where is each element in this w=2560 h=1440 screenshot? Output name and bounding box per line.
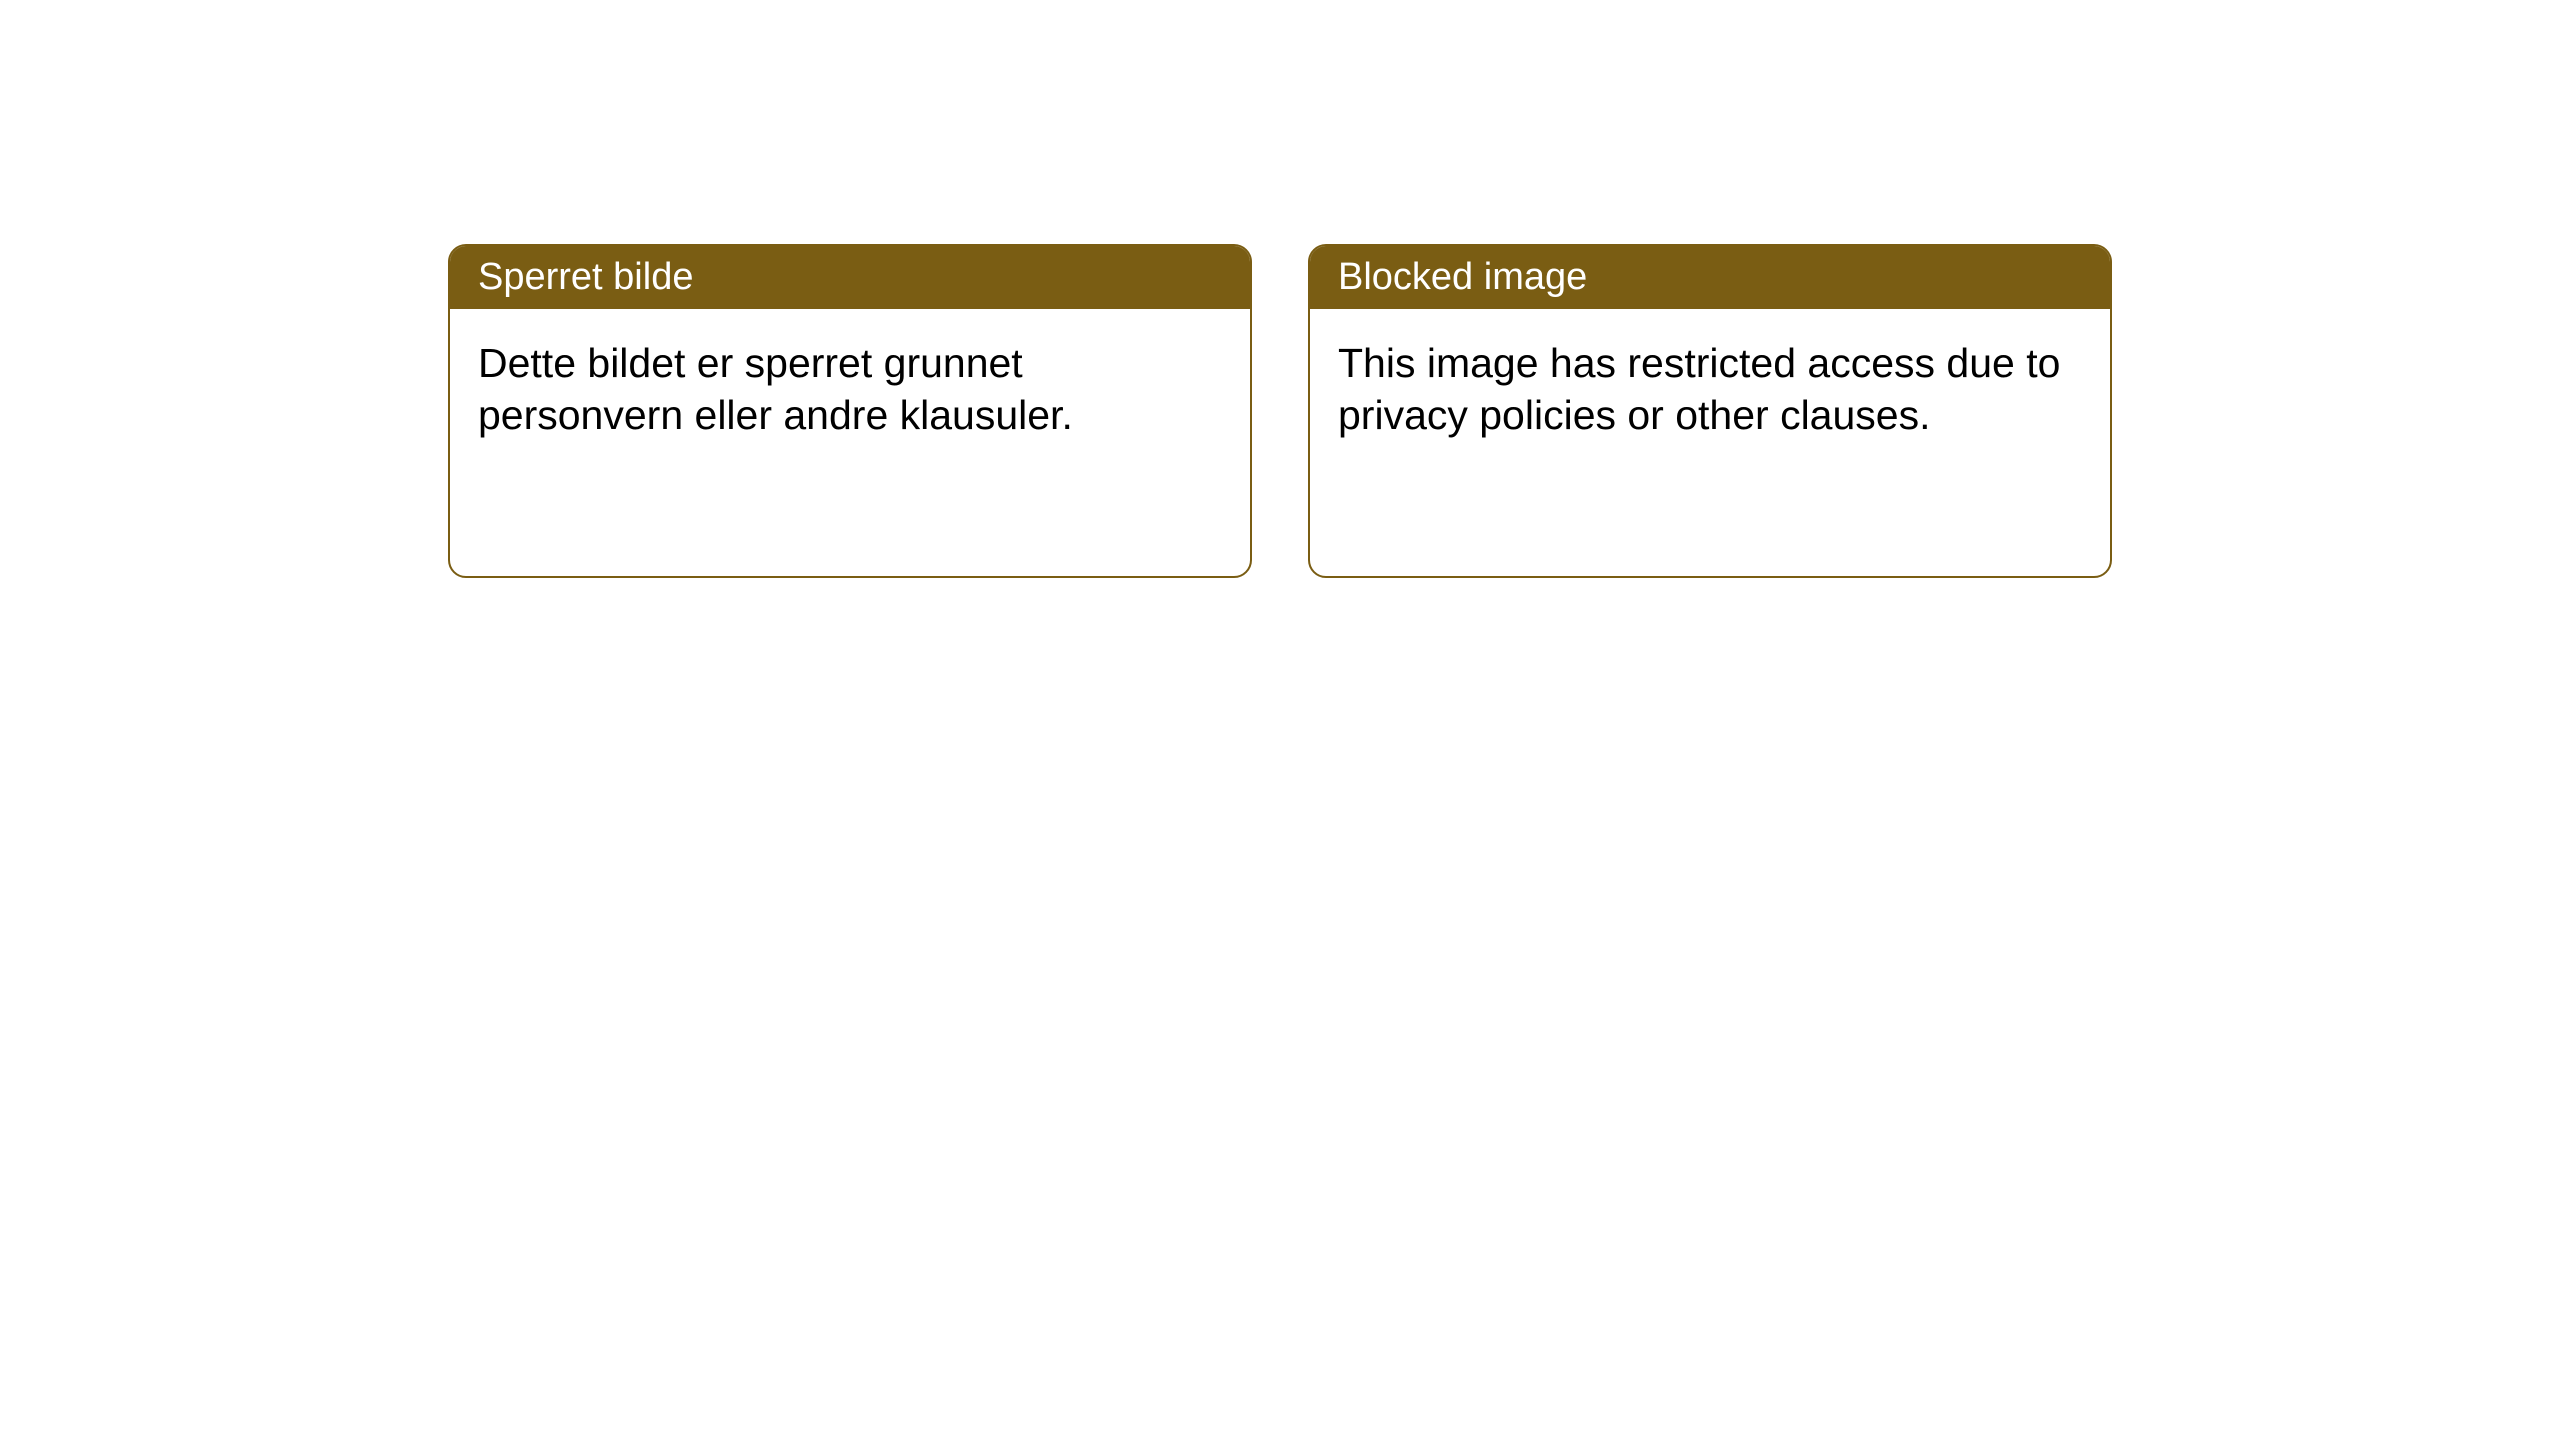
blocked-image-notice-en: Blocked image This image has restricted …	[1308, 244, 2112, 578]
notice-container: Sperret bilde Dette bildet er sperret gr…	[0, 0, 2560, 578]
notice-body-en: This image has restricted access due to …	[1310, 309, 2110, 470]
notice-header-en: Blocked image	[1310, 246, 2110, 309]
blocked-image-notice-no: Sperret bilde Dette bildet er sperret gr…	[448, 244, 1252, 578]
notice-header-no: Sperret bilde	[450, 246, 1250, 309]
notice-body-no: Dette bildet er sperret grunnet personve…	[450, 309, 1250, 470]
